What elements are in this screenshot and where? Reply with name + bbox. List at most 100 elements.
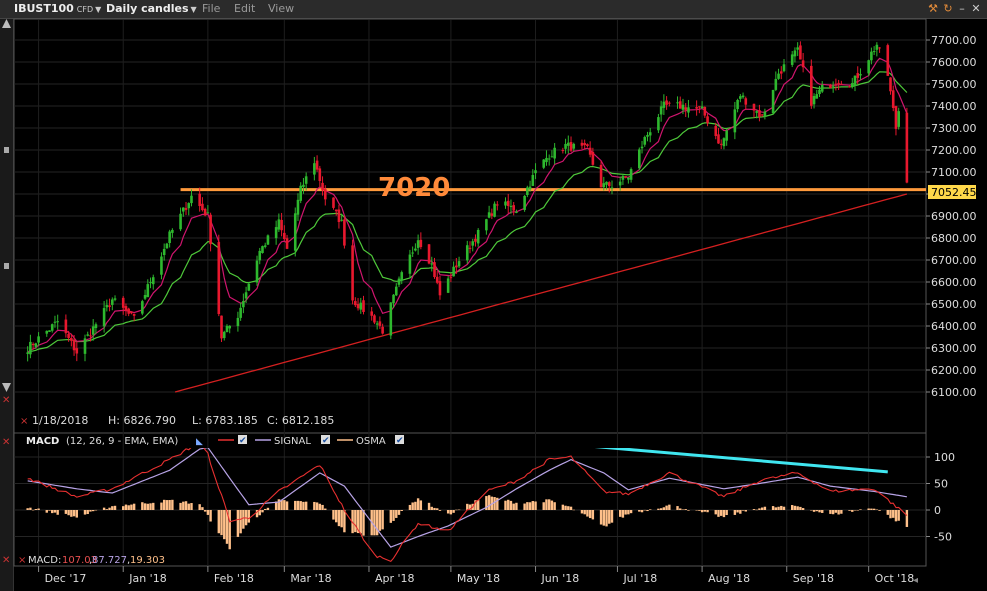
candle [848,86,851,88]
ema-slow-line [27,71,908,353]
osma-bar [681,509,685,510]
candle [26,352,29,354]
svg-text:,: , [127,555,130,566]
macd-settings-icon[interactable]: ◣ [196,437,203,447]
osma-bar [217,510,220,534]
osma-bar [763,506,767,510]
candle [564,143,567,149]
candle [566,142,570,146]
close-icon[interactable]: × [18,555,26,566]
candle [717,134,720,144]
candle [449,277,453,279]
candle [894,106,898,129]
interval-label: Daily candles [106,2,189,15]
osma-bar [526,502,529,510]
osma-bar [283,500,286,510]
osma-bar [550,500,554,510]
symbol-selector[interactable]: IBUST100 CFD ▼ [14,0,101,19]
candle [840,83,843,85]
x-tick-label: Mar '18 [290,572,331,585]
osma-bar [83,510,87,515]
candle [416,240,420,248]
menu-view[interactable]: View [268,2,295,15]
osma-bar [515,502,518,510]
osma-bar [821,510,824,513]
scroll-up-icon[interactable] [2,19,11,28]
candle [471,241,475,246]
y-tick-label: 6100.00 [931,386,977,399]
candle [891,90,895,108]
osma-bar [771,506,775,510]
osma-bar [793,505,797,510]
candle [485,219,488,231]
candle [315,160,319,170]
link-icon[interactable]: ↻ [943,2,953,15]
osma-bar [886,510,889,515]
osma-bar [801,508,805,510]
candle [190,195,193,204]
drag-handle-icon[interactable] [4,147,9,153]
osma-bar [51,510,54,514]
osma-bar [356,510,360,534]
scroll-down-icon[interactable] [2,383,11,392]
candle [236,317,240,327]
signal-line [27,448,908,548]
menu-edit[interactable]: Edit [234,2,256,15]
osma-bar [812,510,816,512]
osma-bar [45,510,48,513]
osma-bar [487,495,491,510]
osma-bar [427,502,431,510]
candle [618,181,622,186]
osma-bar [892,510,895,518]
signal-checkbox[interactable] [321,435,330,444]
minimize-icon[interactable]: – [959,2,965,15]
time-scale-handle-icon[interactable]: ◂ [913,575,919,586]
candle [793,50,797,57]
osma-bar [588,510,592,519]
candle [706,116,709,124]
settings-icon[interactable]: ⚒ [928,2,938,15]
osma-bar [351,510,354,534]
osma-bar [220,510,223,536]
x-tick-label: May '18 [457,572,500,585]
candle [760,114,764,116]
close-icon[interactable]: ✕ [971,2,981,15]
close-panel-icon[interactable]: ✕ [2,395,11,406]
osma-checkbox[interactable] [395,435,404,444]
candle [411,252,414,254]
menu-file[interactable]: File [202,2,221,15]
close-panel-icon[interactable]: ✕ [2,555,11,566]
interval-selector[interactable]: Daily candles ▼ [106,0,197,19]
candle [886,45,890,76]
osma-bar [878,510,881,511]
osma-bar [894,510,898,522]
candle [779,71,783,74]
osma-bar [168,500,171,510]
candle [75,348,79,354]
candle [790,54,794,65]
close-panel-icon[interactable]: ✕ [2,437,11,448]
macd-checkbox[interactable] [238,435,247,444]
candle [362,300,365,312]
osma-bar [315,502,319,510]
osma-bar [760,507,764,510]
candle [430,263,434,265]
candle [829,84,832,89]
signal-label: SIGNAL [274,436,311,447]
candle [414,248,417,251]
y-tick-label: 6300.00 [931,342,977,355]
candle [512,205,515,211]
candle [121,297,125,308]
osma-bar [703,510,707,512]
drag-handle-icon[interactable] [4,263,9,269]
osma-bar [659,508,663,510]
candle [165,243,169,249]
osma-bar [165,500,169,510]
candle [408,254,412,274]
candle [810,65,813,106]
close-icon[interactable]: × [20,416,28,427]
macd-y-tick-label: 0 [934,504,941,517]
candle [70,338,73,341]
candle [719,143,723,145]
